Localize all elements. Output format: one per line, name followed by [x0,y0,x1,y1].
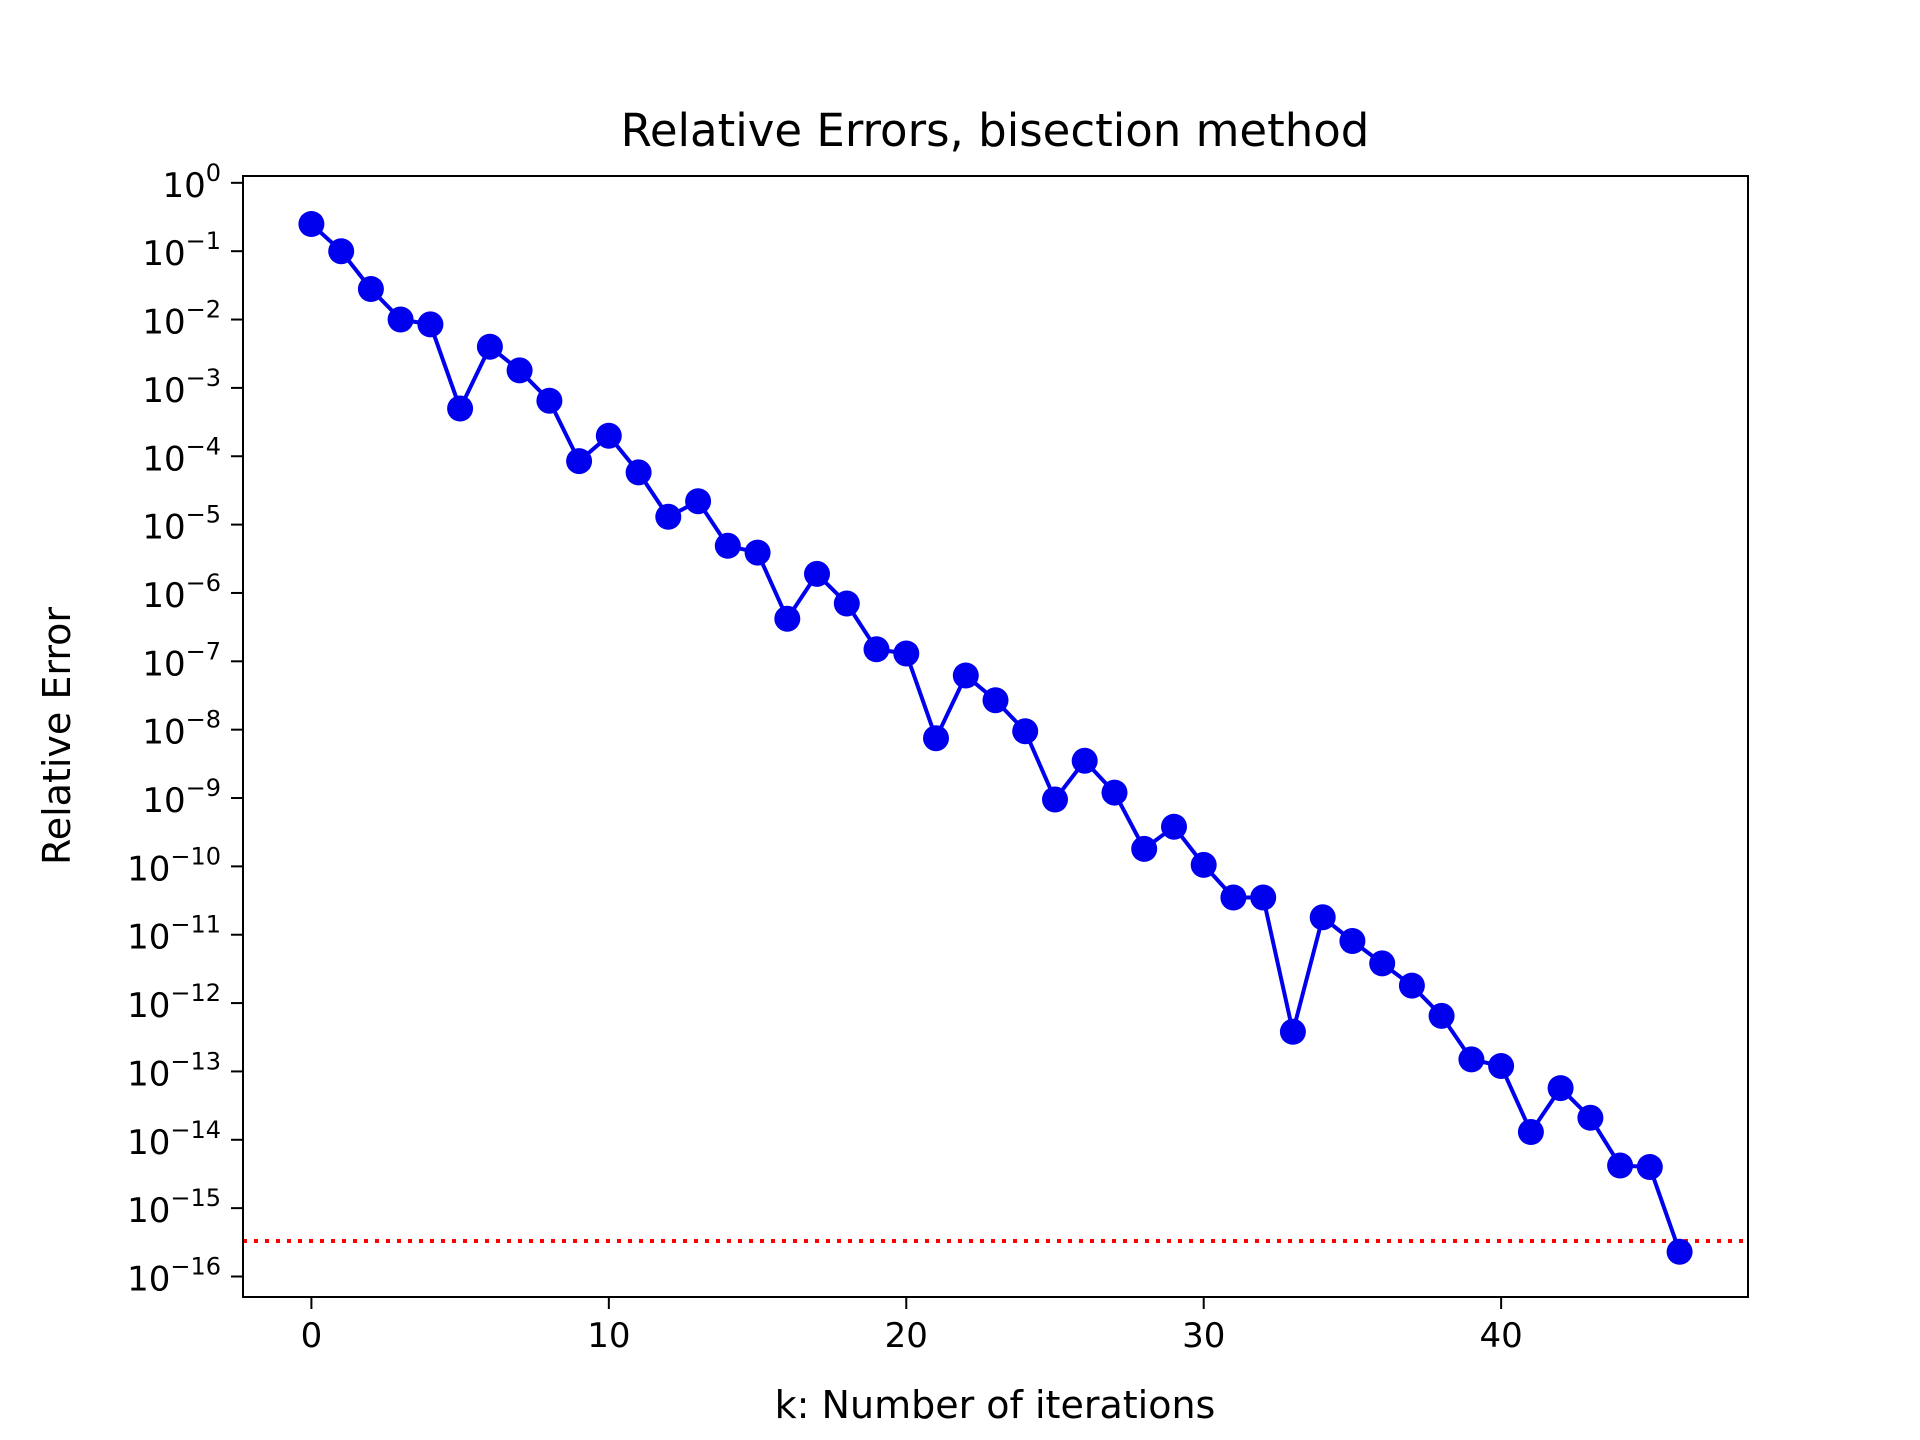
y-tick-label: 10−3 [142,364,221,411]
data-point [357,276,384,302]
data-point [1101,779,1128,806]
data-point [536,387,563,414]
data-point [1309,904,1336,931]
data-point [506,357,533,384]
y-tick-label: 10−2 [142,296,221,343]
y-tick-label: 10−10 [127,842,221,889]
y-tick-label: 10−5 [142,501,221,548]
y-tick-label: 10−9 [142,774,221,821]
data-point [476,333,503,360]
data-point [774,605,801,632]
data-point [982,687,1009,714]
x-axis-title: k: Number of iterations [775,1383,1216,1427]
data-point [417,311,444,338]
data-point [1220,884,1247,911]
data-point [1161,813,1187,840]
y-axis: 100 10−1 10−2 10−3 10−4 10−5 10−6 10−7 10−8 10−9 1… [127,159,243,1299]
y-tick-label: 10−16 [127,1252,221,1299]
y-tick-label: 10−1 [142,227,221,274]
y-tick-label: 10−11 [127,911,221,958]
data-point [744,539,771,566]
x-tick-label: 40 [1479,1316,1522,1356]
data-point [1547,1075,1574,1102]
y-tick-label: 10−8 [142,706,221,753]
y-tick-label: 10−15 [127,1184,221,1231]
data-point [1666,1238,1693,1265]
data-point [1131,835,1158,862]
data-point [952,662,979,689]
x-tick-label: 30 [1182,1316,1225,1356]
data-point [1071,747,1098,774]
chart-title: Relative Errors, bisection method [621,104,1370,157]
data-point [863,636,890,663]
data-point [595,422,622,449]
y-tick-label: 10−4 [142,432,221,479]
x-tick-label: 0 [301,1316,323,1356]
data-point [1428,1002,1455,1029]
data-point [655,503,682,530]
data-point [893,640,920,667]
series-points [298,211,1693,1265]
data-point [387,306,414,333]
data-point [328,238,355,265]
data-point [566,448,593,475]
data-point [447,395,474,422]
data-point [1488,1053,1515,1079]
y-tick-label: 10−13 [127,1047,221,1094]
data-point [1398,972,1425,999]
plot-frame [242,175,1749,1298]
data-point [298,211,325,237]
data-point [1339,928,1366,954]
data-point [1042,786,1068,813]
y-tick-label: 10−14 [127,1116,221,1163]
data-point [1279,1018,1306,1045]
x-axis: 0 10 20 30 40 [301,1297,1523,1356]
data-point [685,488,712,515]
data-point [1250,884,1277,911]
data-point [1458,1046,1485,1073]
data-point [1190,851,1217,878]
y-tick-label: 100 [162,159,221,206]
x-tick-label: 10 [587,1316,630,1356]
y-tick-label: 10−6 [142,569,221,616]
data-point [714,532,741,559]
y-axis-title: Relative Error [35,607,79,865]
data-point [1577,1104,1604,1131]
data-point [804,560,830,587]
data-point [833,590,860,617]
data-point [1607,1152,1634,1179]
data-point [1636,1154,1663,1180]
data-point [923,725,949,752]
y-tick-label: 10−7 [142,637,221,684]
data-point [1517,1119,1544,1145]
y-tick-label: 10−12 [127,979,221,1026]
data-point [625,459,652,486]
data-point [1012,718,1039,745]
x-tick-label: 20 [885,1316,928,1356]
data-point [1369,950,1396,977]
